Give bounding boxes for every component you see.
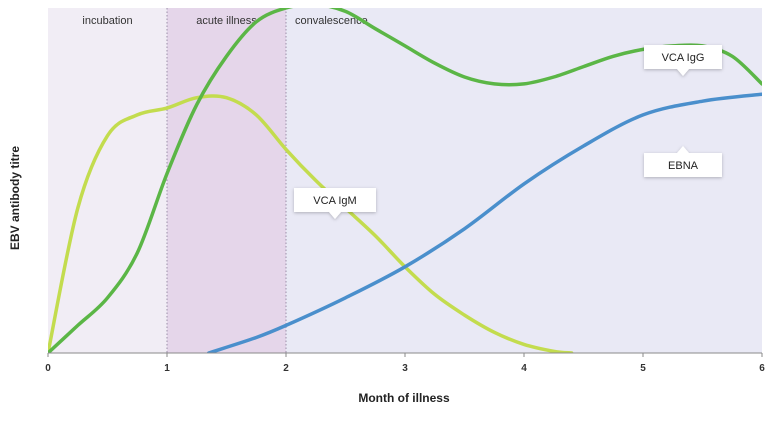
x-axis: 0 1 2 3 4 5 6 (45, 352, 765, 374)
x-tick-label: 5 (640, 363, 646, 374)
y-axis-title: EBV antibody titre (8, 146, 22, 250)
series-line-ebna (206, 92, 762, 353)
phase-bands: incubation acute illness convalescence (48, 8, 762, 353)
series-callouts: VCA IgM VCA IgG EBNA (294, 45, 722, 219)
x-tick-label: 6 (759, 363, 765, 374)
x-tick-label: 3 (402, 363, 408, 374)
x-tick-label: 4 (521, 363, 527, 374)
phase-label-acute-illness: acute illness (196, 15, 257, 27)
callout-vca-igg: VCA IgG (644, 45, 722, 76)
x-tick-label: 1 (164, 363, 170, 374)
callout-box (294, 188, 376, 219)
series-line-vca-igg (48, 8, 762, 353)
callout-box (644, 146, 722, 177)
x-tick-label: 0 (45, 363, 51, 374)
callout-box (644, 45, 722, 76)
x-tick-label: 2 (283, 363, 289, 374)
phase-band-incubation (48, 8, 167, 353)
callout-label: VCA IgM (313, 195, 356, 207)
callout-ebna: EBNA (644, 146, 722, 177)
callout-vca-igm: VCA IgM (294, 188, 376, 219)
phase-band-acute-illness (167, 8, 286, 353)
x-axis-title: Month of illness (358, 391, 450, 405)
series-line-vca-igm (48, 94, 574, 353)
phase-label-convalescence: convalescence (295, 15, 368, 27)
callout-label: VCA IgG (662, 52, 705, 64)
series-lines (48, 8, 762, 353)
phase-label-incubation: incubation (82, 15, 132, 27)
callout-label: EBNA (668, 160, 699, 172)
